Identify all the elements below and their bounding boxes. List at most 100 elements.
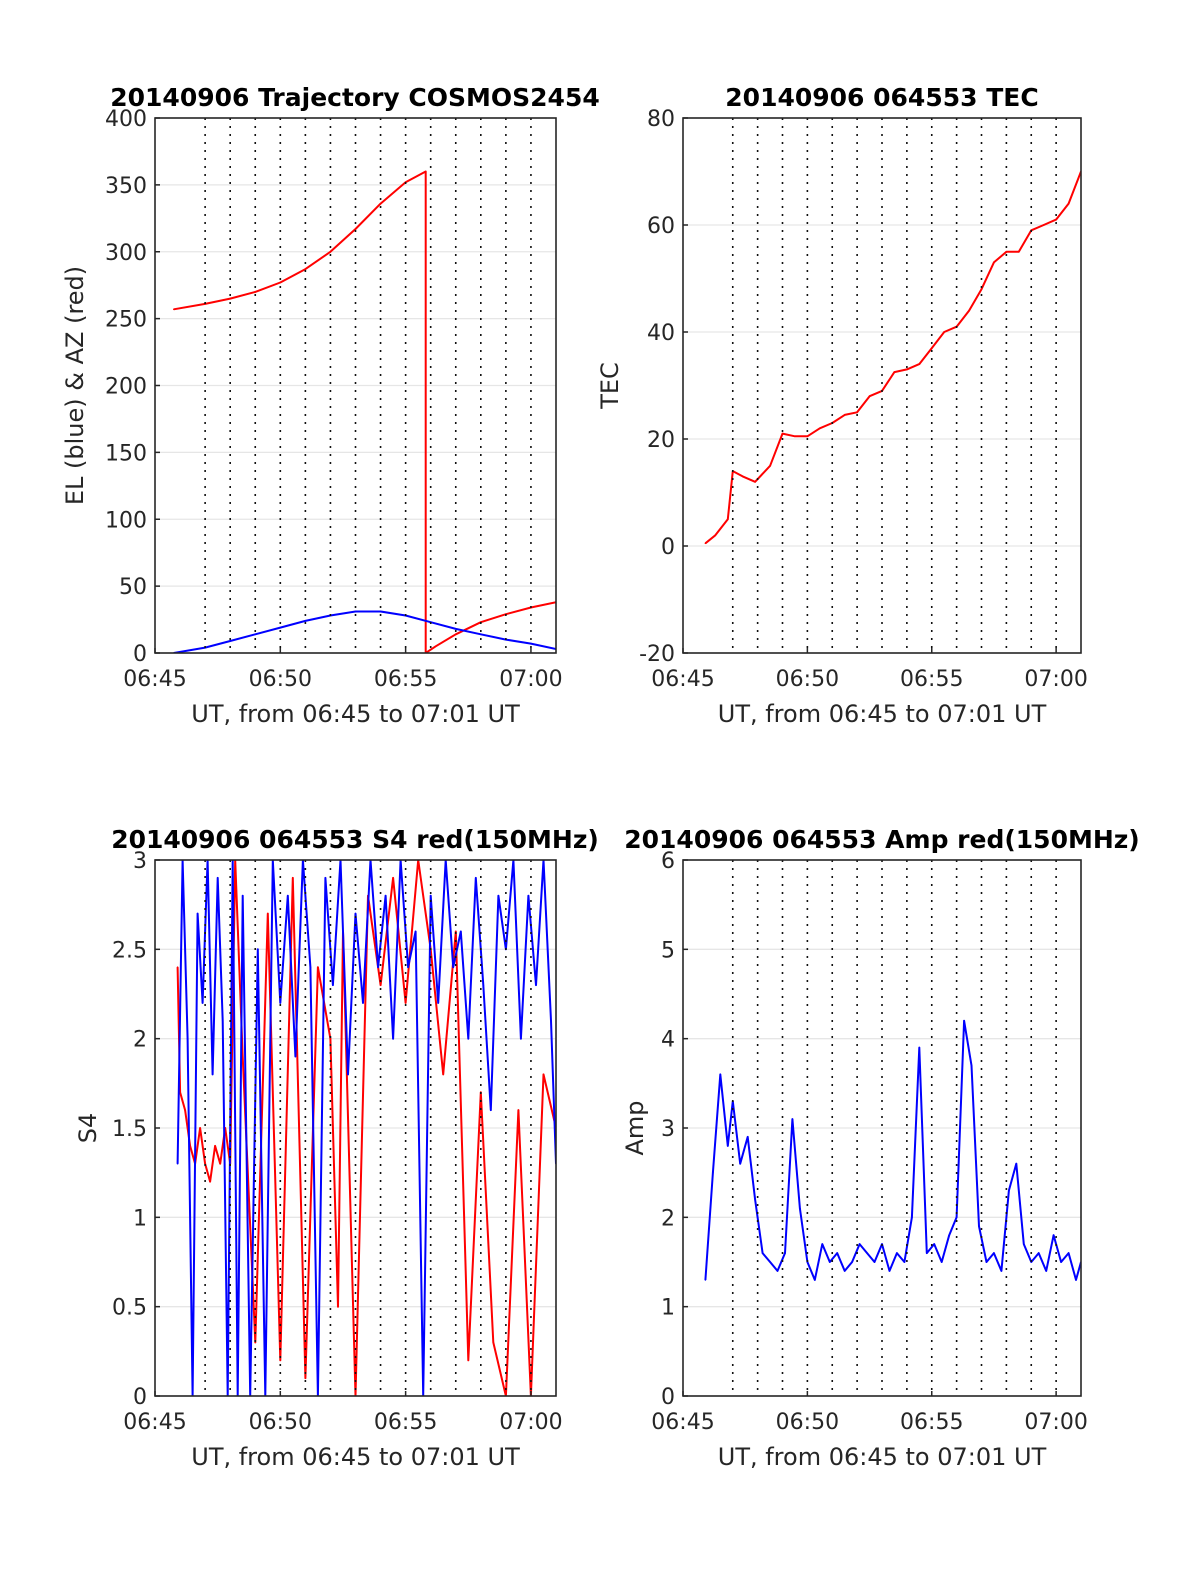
data-point bbox=[329, 1037, 332, 1040]
y-tick-label: 300 bbox=[105, 241, 147, 266]
data-point bbox=[993, 1252, 995, 1254]
data-point bbox=[814, 1279, 816, 1281]
data-point bbox=[542, 1073, 545, 1076]
data-point bbox=[292, 877, 294, 879]
data-point bbox=[704, 542, 707, 545]
data-point bbox=[304, 1377, 307, 1379]
data-point bbox=[819, 427, 821, 430]
data-point bbox=[184, 1109, 186, 1111]
data-point bbox=[866, 1252, 868, 1254]
data-point bbox=[221, 1020, 224, 1022]
data-point bbox=[1042, 224, 1045, 226]
data-point bbox=[497, 894, 500, 897]
data-point bbox=[254, 291, 257, 293]
data-point bbox=[219, 1162, 221, 1165]
data-point bbox=[970, 1064, 973, 1067]
data-point bbox=[1018, 251, 1020, 253]
data-point bbox=[347, 1073, 349, 1076]
data-point bbox=[1000, 1270, 1003, 1272]
data-point bbox=[727, 518, 729, 521]
data-point bbox=[799, 1207, 801, 1210]
y-tick-label: 0 bbox=[133, 642, 147, 667]
data-point bbox=[442, 1073, 445, 1076]
data-point bbox=[254, 633, 257, 636]
x-tick-label: 06:55 bbox=[900, 1410, 963, 1435]
y-axis-label: S4 bbox=[74, 1113, 102, 1144]
data-point bbox=[379, 984, 382, 986]
data-point bbox=[229, 297, 231, 300]
data-point bbox=[279, 1359, 282, 1362]
data-point bbox=[407, 966, 409, 968]
data-point bbox=[712, 1171, 714, 1174]
y-tick-label: 100 bbox=[105, 508, 147, 533]
y-tick-label: 40 bbox=[647, 321, 675, 346]
data-point bbox=[455, 628, 457, 630]
data-point bbox=[517, 1109, 520, 1111]
data-point bbox=[455, 633, 457, 636]
data-point bbox=[741, 475, 744, 478]
data-point bbox=[903, 1261, 906, 1263]
data-point bbox=[196, 912, 199, 915]
y-tick-label: 80 bbox=[647, 107, 675, 132]
data-point bbox=[985, 1261, 988, 1263]
data-point bbox=[424, 170, 427, 173]
x-axis-label: UT, from 06:45 to 07:01 UT bbox=[191, 1443, 520, 1471]
data-point bbox=[918, 363, 921, 365]
data-point bbox=[784, 1252, 786, 1254]
data-point bbox=[893, 371, 896, 373]
data-point bbox=[379, 202, 382, 205]
data-point bbox=[241, 894, 244, 897]
data-point bbox=[337, 1305, 339, 1308]
data-point bbox=[933, 1243, 935, 1245]
series-group bbox=[173, 170, 556, 653]
x-tick-label: 07:00 bbox=[1024, 667, 1087, 692]
data-point bbox=[304, 268, 307, 270]
data-point bbox=[1060, 1261, 1062, 1263]
data-point bbox=[1075, 1279, 1077, 1281]
data-point bbox=[1023, 1243, 1025, 1245]
y-tick-label: 5 bbox=[661, 938, 675, 963]
y-tick-label: 400 bbox=[105, 107, 147, 132]
data-point bbox=[354, 228, 357, 230]
chart-title: 20140906 064553 TEC bbox=[725, 83, 1038, 112]
x-tick-label: 06:50 bbox=[776, 1410, 839, 1435]
y-axis-label: TEC bbox=[596, 362, 624, 410]
data-point bbox=[868, 395, 871, 398]
data-point bbox=[978, 1225, 980, 1228]
data-point bbox=[776, 1270, 779, 1272]
chart-panel-3: 0 0.5 1 1.5 2 2.5 3 06:45 06:50 06:55 07:00 2014090… bbox=[74, 825, 599, 1471]
data-point bbox=[392, 1037, 394, 1040]
x-tick-label: 06:50 bbox=[249, 1410, 312, 1435]
x-tick-label: 06:50 bbox=[249, 667, 312, 692]
data-point bbox=[843, 414, 846, 416]
y-tick-label: 60 bbox=[647, 214, 675, 239]
data-point bbox=[452, 966, 455, 968]
y-tick-label: 150 bbox=[105, 441, 147, 466]
data-point bbox=[216, 877, 219, 879]
data-point bbox=[520, 1037, 522, 1040]
data-point bbox=[279, 1002, 282, 1004]
data-point bbox=[309, 966, 312, 968]
series-group bbox=[704, 1019, 1081, 1281]
data-point bbox=[719, 1073, 722, 1076]
data-point bbox=[1008, 1189, 1010, 1192]
y-tick-label: 250 bbox=[105, 308, 147, 333]
data-point bbox=[940, 1261, 943, 1263]
data-point bbox=[858, 1243, 861, 1245]
x-tick-label: 06:45 bbox=[651, 1410, 714, 1435]
data-point bbox=[392, 877, 394, 879]
data-point bbox=[304, 620, 307, 622]
data-point bbox=[287, 894, 289, 897]
data-point bbox=[836, 1252, 838, 1254]
data-point bbox=[746, 1136, 749, 1138]
data-point bbox=[1067, 202, 1070, 205]
data-point bbox=[279, 626, 282, 629]
y-tick-label: 0 bbox=[661, 1385, 675, 1410]
data-point bbox=[931, 347, 933, 349]
y-tick-label: 0.5 bbox=[112, 1296, 147, 1321]
data-point bbox=[492, 1341, 495, 1344]
data-point bbox=[754, 1198, 756, 1201]
y-axis-label: EL (blue) & AZ (red) bbox=[61, 266, 89, 505]
series-group bbox=[176, 860, 556, 1396]
data-point bbox=[1067, 1252, 1070, 1254]
